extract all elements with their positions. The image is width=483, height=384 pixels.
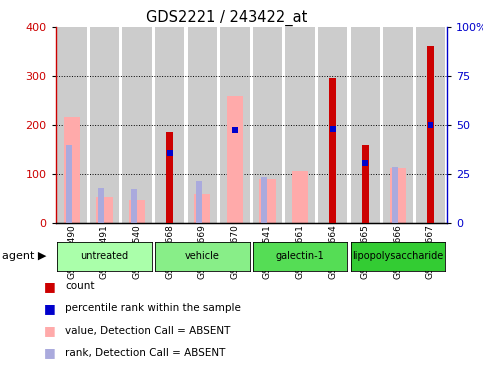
Bar: [131, 189, 137, 223]
Bar: [259, 179, 276, 223]
Bar: [155, 27, 185, 223]
Bar: [292, 171, 308, 223]
Bar: [427, 122, 433, 128]
Text: rank, Detection Call = ABSENT: rank, Detection Call = ABSENT: [65, 348, 226, 358]
Bar: [194, 194, 211, 223]
Text: count: count: [65, 281, 95, 291]
Bar: [383, 27, 412, 223]
Bar: [187, 27, 217, 223]
Bar: [351, 27, 380, 223]
Bar: [166, 132, 173, 223]
Text: ■: ■: [43, 324, 55, 337]
Text: agent ▶: agent ▶: [2, 251, 47, 262]
Bar: [196, 181, 202, 223]
Bar: [318, 27, 347, 223]
Bar: [362, 146, 369, 223]
Text: vehicle: vehicle: [185, 251, 220, 262]
Bar: [129, 200, 145, 223]
Bar: [416, 27, 445, 223]
Bar: [122, 27, 152, 223]
Bar: [167, 150, 172, 156]
Bar: [96, 197, 113, 223]
Bar: [98, 189, 104, 223]
Text: ■: ■: [43, 302, 55, 315]
Text: lipopolysaccharide: lipopolysaccharide: [352, 251, 443, 262]
Bar: [390, 168, 406, 223]
Bar: [66, 146, 71, 223]
Bar: [64, 118, 80, 223]
Bar: [261, 177, 267, 223]
Bar: [90, 27, 119, 223]
Bar: [285, 27, 315, 223]
Bar: [57, 27, 86, 223]
Text: percentile rank within the sample: percentile rank within the sample: [65, 303, 241, 313]
Bar: [227, 96, 243, 223]
Bar: [253, 27, 282, 223]
Bar: [427, 46, 434, 223]
Text: value, Detection Call = ABSENT: value, Detection Call = ABSENT: [65, 326, 230, 336]
Bar: [362, 160, 368, 166]
Text: untreated: untreated: [80, 251, 128, 262]
Bar: [392, 167, 398, 223]
Bar: [330, 126, 336, 132]
Bar: [232, 127, 238, 133]
Text: ■: ■: [43, 280, 55, 293]
Bar: [329, 78, 336, 223]
Bar: [220, 27, 250, 223]
Text: ■: ■: [43, 346, 55, 359]
Text: GDS2221 / 243422_at: GDS2221 / 243422_at: [146, 10, 308, 26]
Text: galectin-1: galectin-1: [276, 251, 325, 262]
